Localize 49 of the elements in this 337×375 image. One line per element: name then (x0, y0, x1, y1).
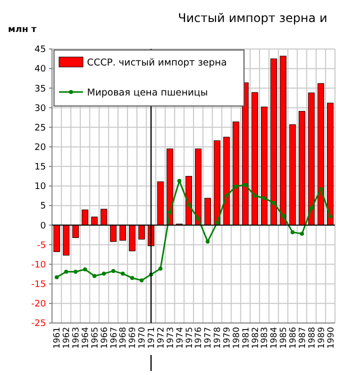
x-tick-label: 1964 (80, 327, 91, 349)
y-tick-label: -25 (31, 319, 46, 330)
chart-title: Чистый импорт зерна и (178, 11, 328, 25)
x-tick-label: 1973 (166, 327, 176, 349)
x-tick-label: 1987 (298, 327, 308, 349)
x-tick-label: 1984 (270, 327, 280, 349)
y-tick-label: 10 (34, 182, 46, 192)
x-tick-label: 1981 (241, 327, 252, 349)
y-tick-label: 35 (34, 84, 46, 94)
x-tick-label: 1988 (307, 327, 318, 349)
y-tick-label: 25 (34, 123, 46, 134)
x-tick-label: 1986 (288, 327, 299, 349)
x-tick-label: 1969 (128, 327, 138, 349)
x-tick-label: 1963 (72, 327, 82, 349)
x-tick-label: 1966 (100, 327, 110, 349)
y-tick-label: -5 (37, 240, 46, 251)
y-tick-label: -20 (31, 300, 46, 310)
y-tick-label: -15 (31, 280, 46, 290)
legend-label: Мировая цена пшеницы (87, 87, 208, 98)
x-tick-label: 1970 (138, 327, 148, 349)
x-tick-label: 1983 (260, 327, 270, 349)
y-tick-label: 20 (34, 143, 46, 154)
x-tick-label: 1976 (194, 327, 204, 349)
x-tick-label: 1967 (109, 327, 120, 349)
x-tick-label: 1990 (326, 327, 336, 349)
x-tick-label: 1979 (222, 327, 232, 349)
y-axis-title: млн т (8, 25, 38, 35)
y-tick-label: 40 (34, 64, 46, 75)
x-tick-label: 1961 (52, 327, 63, 349)
x-tick-label: 1975 (184, 327, 195, 349)
x-tick-label: 1974 (175, 327, 186, 349)
y-tick-label: 30 (34, 104, 46, 114)
y-tick-label: -10 (31, 260, 46, 270)
x-tick-label: 1978 (213, 327, 224, 349)
x-tick-label: 1965 (90, 327, 100, 349)
x-tick-label: 1989 (316, 327, 327, 349)
x-tick-label: 1972 (156, 327, 166, 349)
x-tick-label: 1985 (279, 327, 290, 349)
x-tick-label: 1982 (250, 327, 261, 349)
y-tick-label: 15 (34, 162, 46, 173)
x-tick-label: 1962 (62, 327, 72, 349)
x-tick-label: 1968 (118, 327, 129, 349)
y-tick-label: 5 (40, 202, 46, 212)
x-tick-label: 1971 (147, 327, 158, 349)
y-tick-label: 0 (40, 221, 46, 232)
legend-label: СССР. чистый импорт зерна (87, 57, 227, 68)
x-tick-label: 1977 (204, 327, 214, 349)
x-tick-label: 1980 (232, 327, 242, 349)
y-tick-label: 45 (34, 45, 46, 56)
